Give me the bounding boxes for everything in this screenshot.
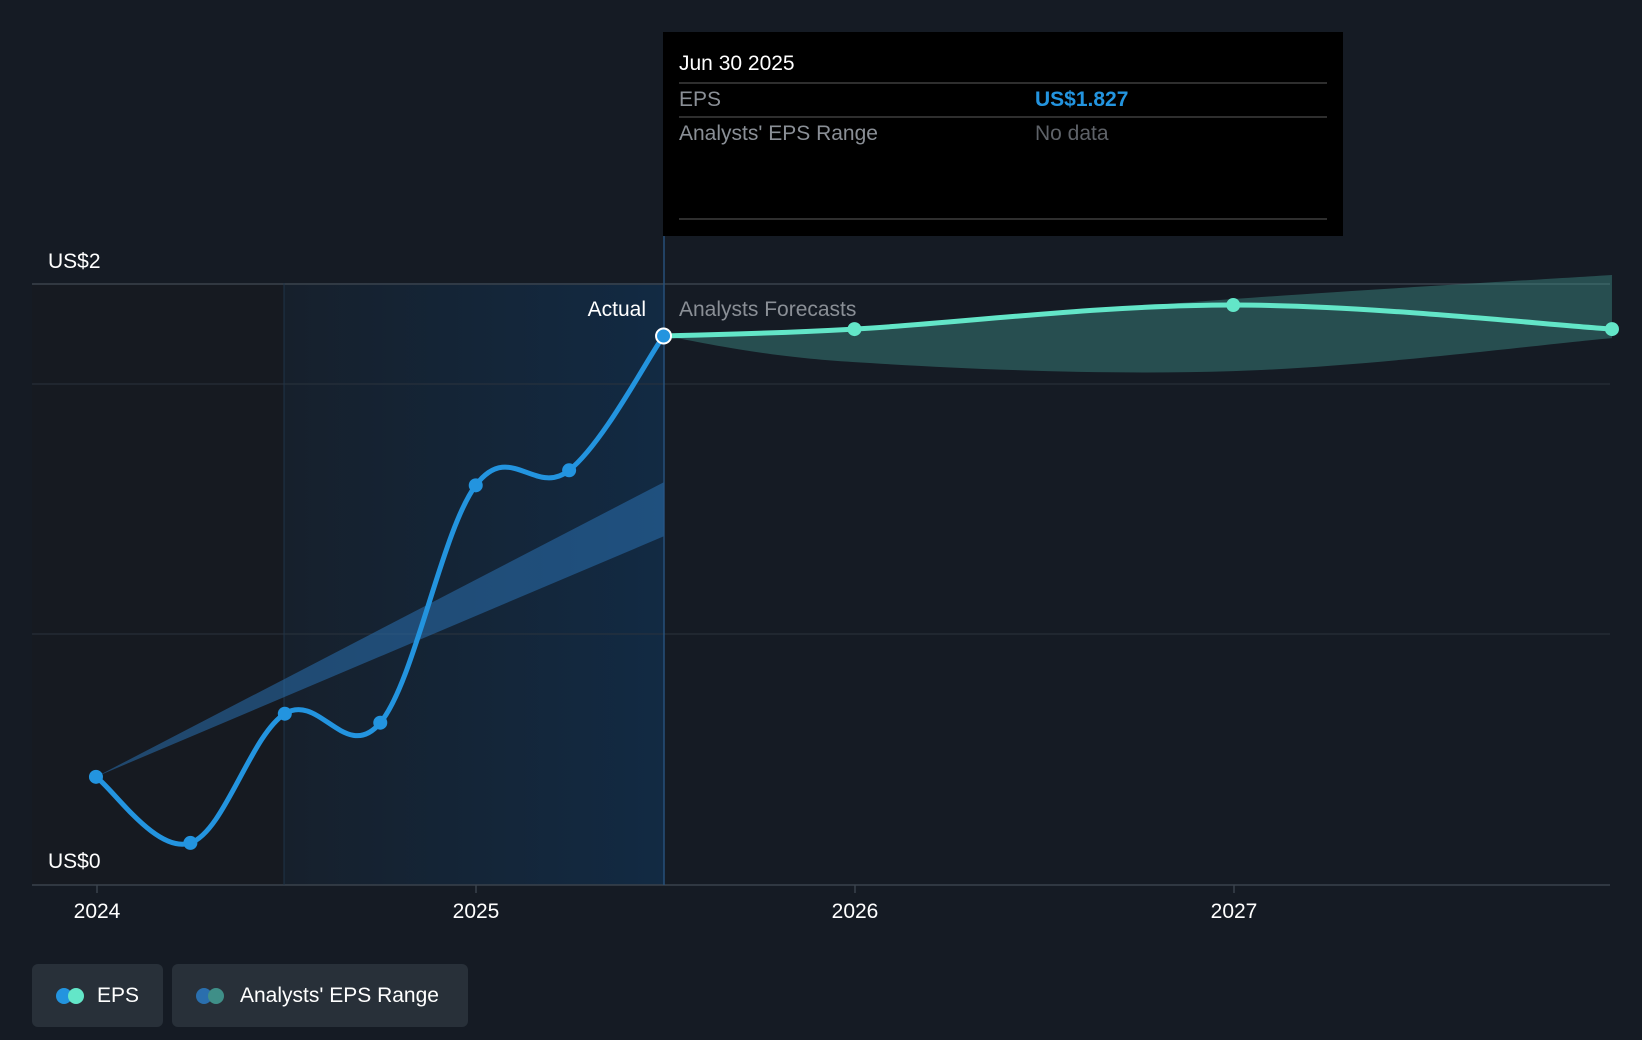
eps-current-point <box>655 327 673 345</box>
range-legend-icon <box>196 987 226 1004</box>
tooltip-range-label: Analysts' EPS Range <box>679 122 878 145</box>
legend-eps-label: EPS <box>96 983 139 1007</box>
tooltip-box <box>663 32 1343 236</box>
actual-label: Actual <box>588 298 646 321</box>
eps-forecast-point <box>1226 298 1241 313</box>
tooltip-date: Jun 30 2025 <box>679 52 795 75</box>
forecast-label: Analysts Forecasts <box>679 298 856 321</box>
tooltip: Jun 30 2025 EPS US$1.827 Analysts' EPS R… <box>663 32 1343 236</box>
chart-svg: US$2 US$0 Actual Analysts Forecasts 2024… <box>32 32 1619 923</box>
legend-eps-button[interactable]: EPS <box>32 964 163 1027</box>
x-tick-label: 2027 <box>1211 900 1258 923</box>
eps-actual-point <box>468 478 483 493</box>
eps-actual-point <box>373 715 388 730</box>
x-axis-ticks: 2024 2025 2026 2027 <box>74 885 1258 923</box>
eps-actual-point <box>562 463 577 478</box>
eps-actual-point <box>88 769 103 784</box>
actual-range-area <box>95 482 664 777</box>
legend-range-label: Analysts' EPS Range <box>240 983 439 1007</box>
eps-actual-point <box>183 835 198 850</box>
pre-period-panel <box>32 283 284 885</box>
eps-forecast-point <box>1604 322 1619 337</box>
x-tick-label: 2024 <box>74 900 121 923</box>
y-label-bottom: US$0 <box>48 850 101 873</box>
eps-actual-point <box>277 706 292 721</box>
eps-forecast-line <box>661 302 1615 339</box>
data-points <box>88 298 1619 850</box>
tooltip-eps-value: US$1.827 <box>1035 88 1128 111</box>
eps-forecast-point <box>847 322 862 337</box>
tooltip-range-value: No data <box>1035 122 1109 145</box>
y-label-top: US$2 <box>48 250 101 273</box>
tooltip-eps-label: EPS <box>679 88 721 111</box>
legend-range-button[interactable]: Analysts' EPS Range <box>172 964 468 1027</box>
x-tick-label: 2026 <box>832 900 879 923</box>
x-tick-label: 2025 <box>453 900 500 923</box>
eps-legend-icon <box>56 987 84 1004</box>
forecast-range-area <box>663 274 1612 373</box>
